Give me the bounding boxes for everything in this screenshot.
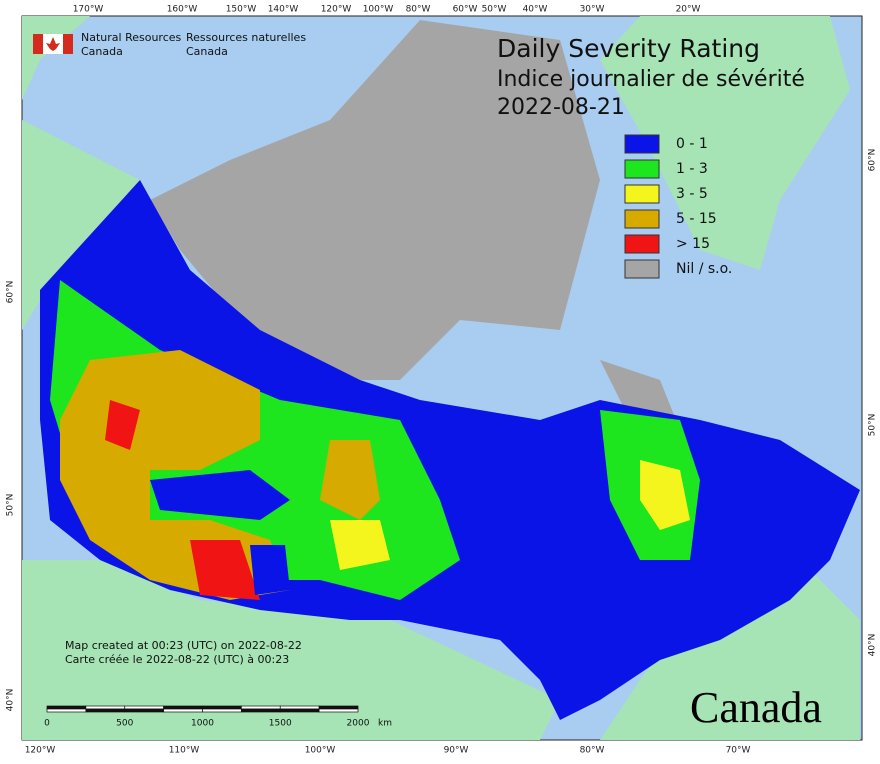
graticule-label: 140°W — [268, 5, 299, 15]
scale-bar-segment — [124, 708, 164, 713]
graticule-label: 120°W — [25, 746, 56, 756]
graticule-label: 80°W — [406, 5, 431, 15]
graticule-label: 40°N — [6, 689, 16, 712]
scale-bar-segment — [202, 708, 242, 713]
scale-bar-segment — [163, 708, 203, 713]
graticule-label: 110°W — [169, 746, 200, 756]
scale-unit: km — [378, 719, 392, 729]
graticule-label: 100°W — [305, 746, 336, 756]
scale-bar-segment — [241, 705, 281, 710]
graticule-label: 170°W — [73, 5, 104, 15]
scale-bar-segment — [318, 705, 359, 710]
graticule-label: 60°N — [6, 281, 16, 304]
scale-label: 500 — [116, 719, 133, 729]
graticule-label: 150°W — [226, 5, 257, 15]
scale-bar-segment — [202, 705, 242, 710]
graticule-label: 70°W — [726, 746, 751, 756]
legend-label: 1 - 3 — [676, 161, 708, 177]
scale-bar-segment — [318, 708, 359, 713]
title: Daily Severity Rating — [497, 34, 760, 63]
scale-label: 0 — [44, 719, 50, 729]
subtitle: Indice journalier de sévérité — [497, 67, 805, 92]
agency-name: Canada — [186, 45, 228, 58]
graticule-label: 50°N — [868, 414, 878, 437]
land — [22, 16, 860, 740]
map-note: Map created at 00:23 (UTC) on 2022-08-22 — [65, 639, 302, 652]
legend-swatch — [624, 134, 660, 154]
scale-bar-segment — [241, 708, 281, 713]
scale-bar-segment — [279, 708, 320, 713]
agency-name: Ressources naturelles — [186, 31, 306, 44]
wordmark: Canada — [690, 683, 822, 732]
scale-bar-segment — [85, 705, 126, 710]
scale-bar-segment — [124, 705, 164, 710]
graticule-label: 120°W — [321, 5, 352, 15]
scale-label: 1000 — [191, 719, 214, 729]
agency-name: Natural Resources — [81, 31, 182, 44]
graticule-label: 50°W — [482, 5, 507, 15]
legend-swatch — [624, 259, 660, 279]
legend-label: 5 - 15 — [676, 211, 717, 227]
graticule-label: 30°W — [580, 5, 605, 15]
scale-bar-segment — [163, 705, 203, 710]
scale-label: 2000 — [347, 719, 370, 729]
graticule-label: 60°N — [868, 149, 878, 172]
scale-label: 1500 — [269, 719, 292, 729]
legend-label: > 15 — [676, 236, 710, 252]
agency-name: Canada — [81, 45, 123, 58]
graticule-label: 100°W — [363, 5, 394, 15]
flag — [33, 34, 73, 54]
legend-label: Nil / s.o. — [676, 261, 732, 277]
map-note: Carte créée le 2022-08-22 (UTC) à 00:23 — [65, 653, 289, 666]
graticule-label: 60°W — [453, 5, 478, 15]
graticule-label: 40°W — [523, 5, 548, 15]
graticule-label: 80°W — [580, 746, 605, 756]
graticule-label: 40°N — [868, 634, 878, 657]
graticule-label: 160°W — [167, 5, 198, 15]
date: 2022-08-21 — [497, 95, 625, 120]
legend-label: 0 - 1 — [676, 136, 708, 152]
graticule-label: 50°N — [6, 494, 16, 517]
legend-swatch — [624, 234, 660, 254]
legend-swatch — [624, 209, 660, 229]
scale-bar-segment — [46, 705, 87, 710]
scale-bar-segment — [279, 705, 320, 710]
severity-zones — [40, 20, 860, 720]
graticule-label: 90°W — [444, 746, 469, 756]
graticule-label: 20°W — [676, 5, 701, 15]
legend-swatch — [624, 159, 660, 179]
scale-bar-segment — [85, 708, 126, 713]
legend-swatch — [624, 184, 660, 204]
legend-label: 3 - 5 — [676, 186, 708, 202]
scale-bar-segment — [46, 708, 87, 713]
